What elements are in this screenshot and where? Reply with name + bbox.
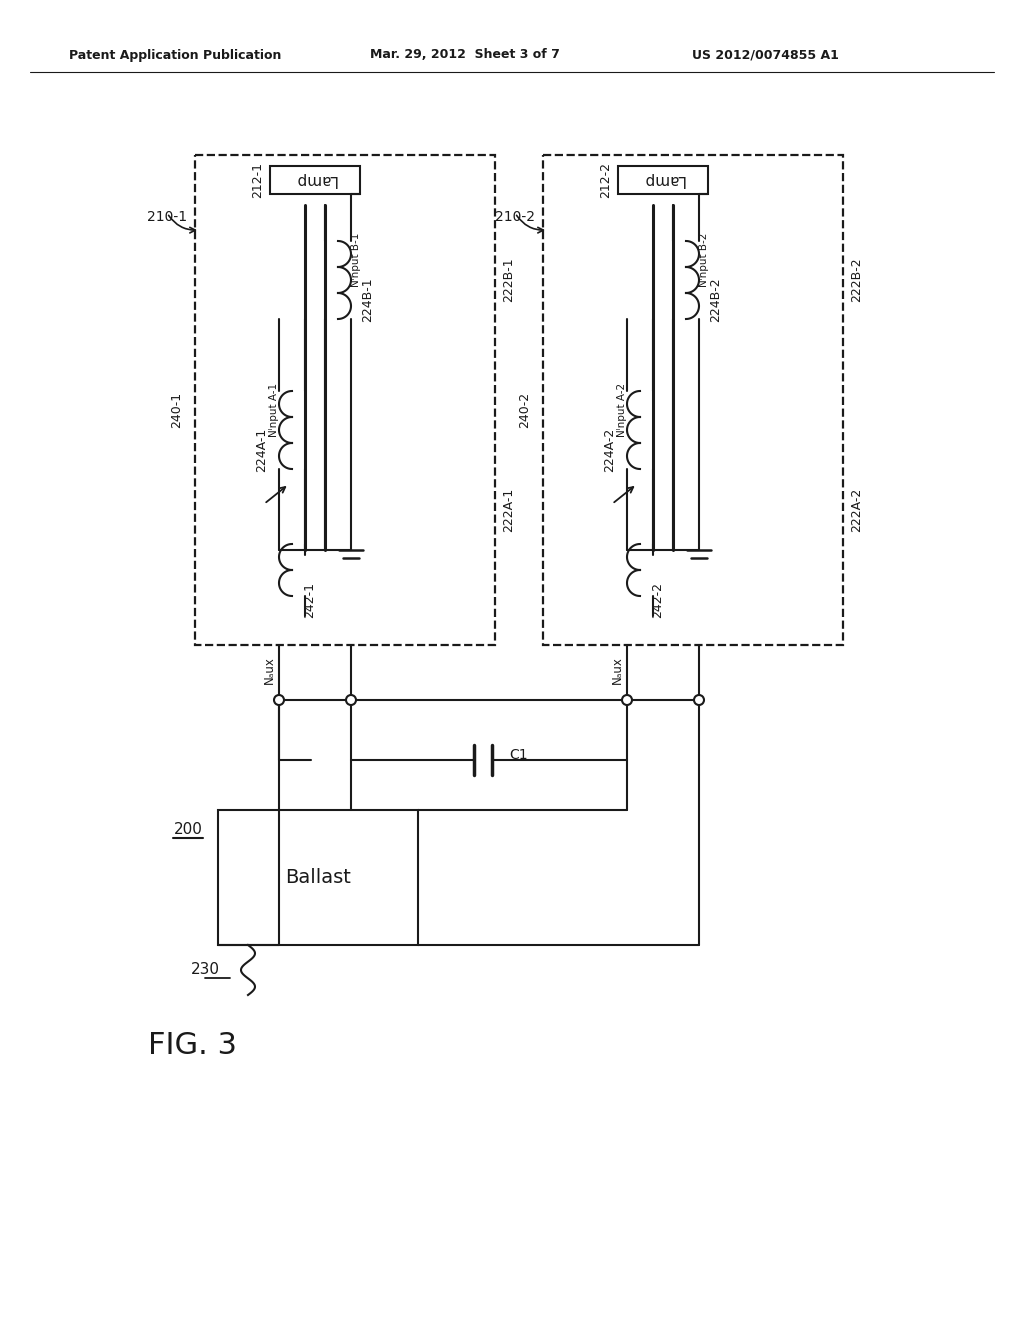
Text: 224B-2: 224B-2 [710, 277, 723, 322]
Text: 242-2: 242-2 [651, 582, 665, 618]
Text: Nᴵnput B-1: Nᴵnput B-1 [351, 232, 361, 288]
Bar [618, 166, 708, 194]
Circle shape [274, 696, 284, 705]
Circle shape [346, 696, 356, 705]
Text: 240-1: 240-1 [171, 392, 183, 428]
Bar [218, 810, 418, 945]
Text: Nᴵnput B-2: Nᴵnput B-2 [699, 232, 709, 288]
Text: 212-2: 212-2 [599, 162, 612, 198]
Text: Ballast: Ballast [285, 869, 351, 887]
Text: Lamp: Lamp [294, 173, 336, 187]
Text: Nₐux: Nₐux [610, 656, 624, 684]
Text: 222A-1: 222A-1 [503, 488, 515, 532]
Text: C1: C1 [509, 748, 527, 762]
Text: 242-1: 242-1 [303, 582, 316, 618]
Text: Nᴵnput A-1: Nᴵnput A-1 [269, 383, 279, 437]
Text: FIG. 3: FIG. 3 [148, 1031, 237, 1060]
Text: 224B-1: 224B-1 [361, 277, 375, 322]
Text: Patent Application Publication: Patent Application Publication [69, 49, 282, 62]
Text: 224A-1: 224A-1 [256, 428, 268, 473]
Text: 222B-2: 222B-2 [851, 257, 863, 302]
Text: Nᴵnput A-2: Nᴵnput A-2 [617, 383, 627, 437]
Text: 222A-2: 222A-2 [851, 488, 863, 532]
Bar [543, 154, 843, 645]
Text: US 2012/0074855 A1: US 2012/0074855 A1 [691, 49, 839, 62]
Text: 240-2: 240-2 [518, 392, 531, 428]
Text: Nₐux: Nₐux [262, 656, 275, 684]
Text: Lamp: Lamp [642, 173, 684, 187]
Text: 200: 200 [173, 822, 203, 837]
Circle shape [694, 696, 705, 705]
Text: 210-1: 210-1 [146, 210, 187, 224]
Bar [195, 154, 495, 645]
Text: 230: 230 [191, 962, 220, 978]
Text: 224A-2: 224A-2 [603, 428, 616, 473]
Text: Mar. 29, 2012  Sheet 3 of 7: Mar. 29, 2012 Sheet 3 of 7 [370, 49, 560, 62]
Text: 222B-1: 222B-1 [503, 257, 515, 302]
Circle shape [622, 696, 632, 705]
Text: 210-2: 210-2 [495, 210, 535, 224]
Bar [270, 166, 360, 194]
Text: 212-1: 212-1 [252, 162, 264, 198]
